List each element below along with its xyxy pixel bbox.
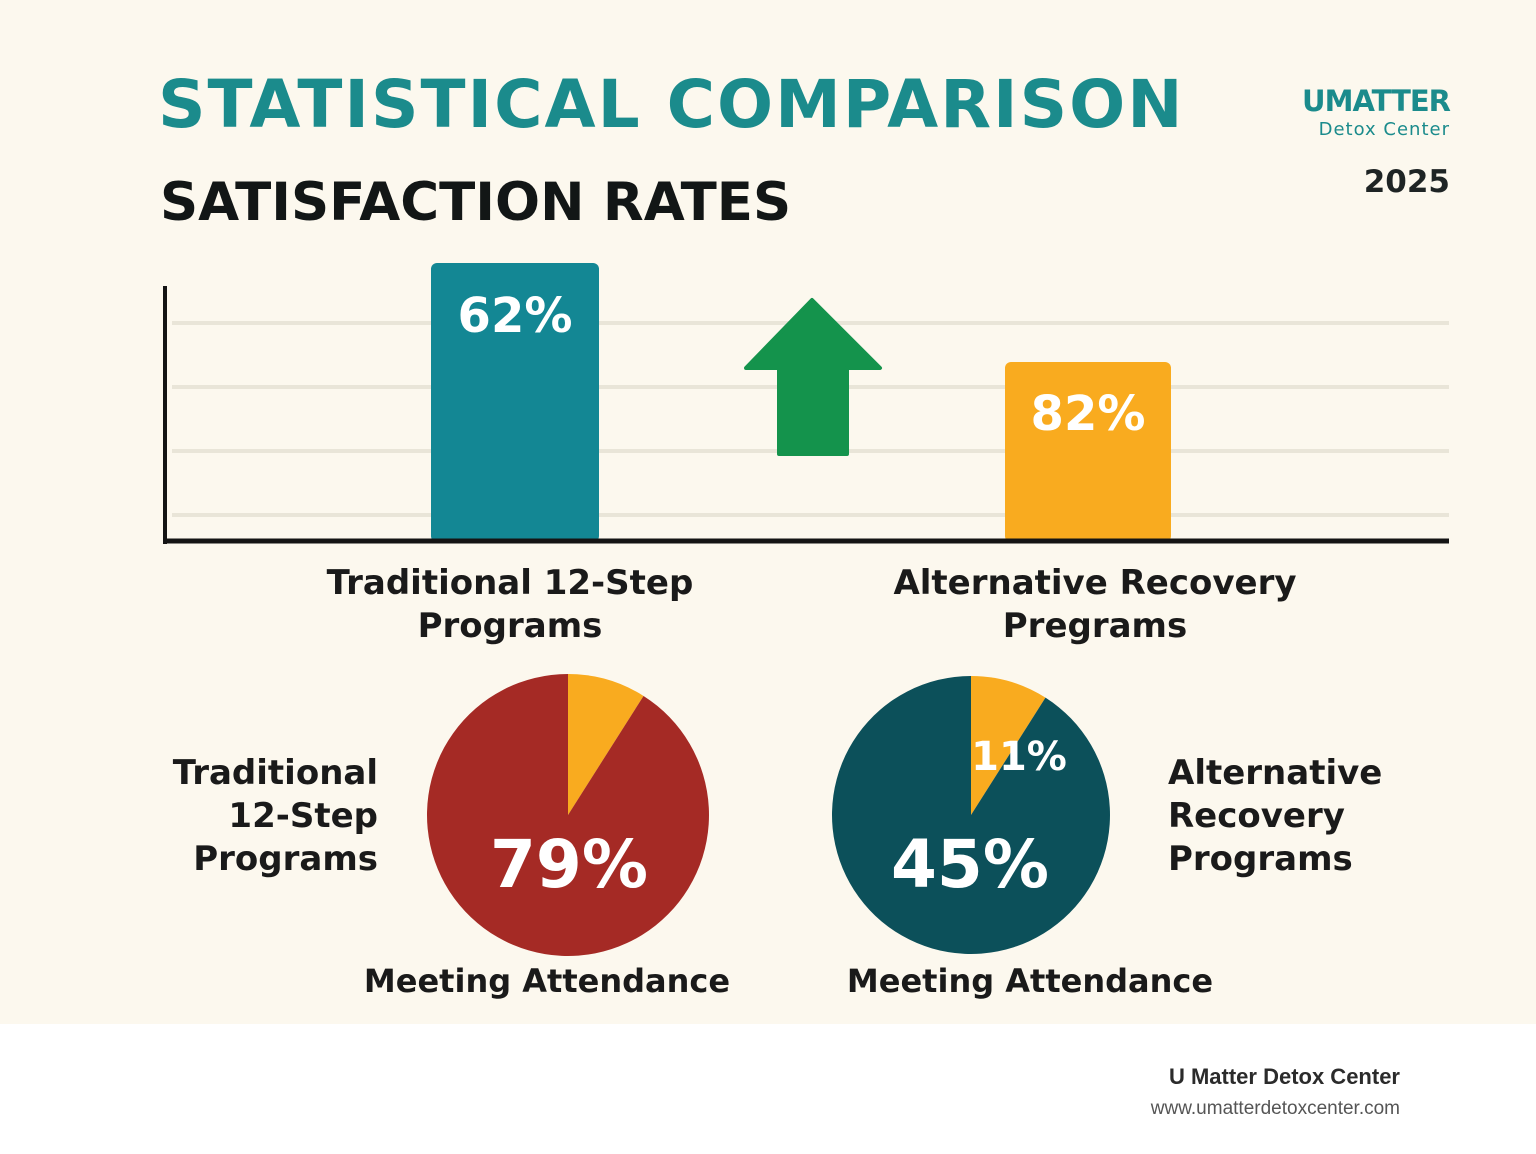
footer-website-url: www.umatterdetoxcenter.com — [1150, 1098, 1400, 1119]
bar-category-label-traditional: Traditional 12-Step Programs — [326, 563, 694, 646]
pie-alternative-slice-label-1: 11% — [971, 734, 1067, 780]
infographic-panel — [0, 0, 1536, 1024]
pie-alternative-slice-label-2: 45% — [891, 826, 1049, 903]
bar-value-label-1: 62% — [458, 288, 573, 344]
pie-alternative-slice-1 — [971, 676, 1046, 815]
bar-category-label-alternative: Alternative Recovery Pregrams — [893, 563, 1297, 646]
main-title: STATISTICAL COMPARISON — [158, 66, 1185, 143]
brand-logo-text: UMATTER — [1302, 84, 1451, 118]
bar-chart: 62% 82% — [163, 263, 1449, 544]
pie-chart-traditional: 79% — [426, 674, 709, 957]
footer-organization-name: U Matter Detox Center — [1168, 1064, 1400, 1089]
pie-side-label-alternative: Alternative Recovery Programs — [1168, 753, 1383, 879]
chart-subtitle: SATISFACTION RATES — [160, 172, 792, 233]
up-arrow-icon — [744, 298, 882, 456]
year-label: 2025 — [1363, 164, 1450, 200]
pie-chart-alternative: 11% 45% — [831, 676, 1110, 954]
bar-2 — [1005, 362, 1171, 542]
pie-caption-traditional: Meeting Attendance — [363, 962, 731, 1000]
pie-traditional-slice-1 — [568, 674, 644, 815]
bar-1 — [431, 263, 599, 542]
chart-canvas: 62% 82% 79% 11% 45% — [163, 263, 1449, 957]
brand-tagline: Detox Center — [1318, 119, 1450, 140]
arrow-shape — [744, 298, 882, 456]
pie-traditional-slice-label-2: 79% — [490, 826, 648, 903]
bar-value-label-2: 82% — [1031, 386, 1146, 442]
pie-traditional-slice-2 — [426, 674, 709, 957]
pie-side-label-traditional: Traditional 12-Step Programs — [172, 753, 378, 879]
pie-alternative-slice-2 — [831, 676, 1110, 954]
pie-caption-alternative: Meeting Attendance — [846, 962, 1214, 1000]
